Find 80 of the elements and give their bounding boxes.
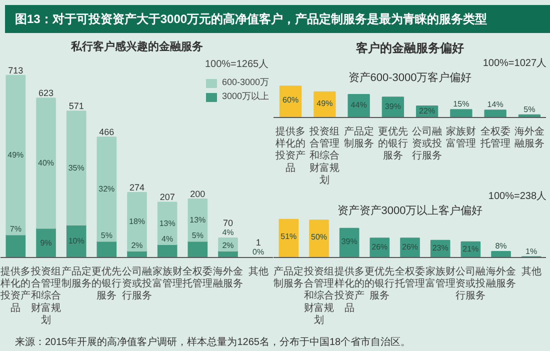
data-label: 26%: [372, 242, 388, 252]
x-tick-label: 全权委托管理: [182, 266, 213, 290]
data-label: 9%: [40, 238, 52, 248]
data-label: 4%: [162, 234, 174, 244]
x-tick-label: 公司融资或投行服务: [456, 266, 486, 302]
data-label: 14%: [487, 100, 504, 110]
x-tick-label: 更优先的银行服务: [364, 266, 395, 302]
x-tick-label: 提供多样化的投资产品: [0, 266, 31, 314]
data-label: 18%: [128, 217, 146, 226]
x-tick-label: 全权委托管理: [394, 266, 425, 290]
annotation: 200: [190, 188, 206, 199]
x-tick-label: 投资组合管理和综合财富规划: [30, 266, 61, 326]
text: 100%=1027人: [482, 58, 547, 69]
x-tick-label: 产品定制服务: [274, 266, 304, 290]
data-label: 13%: [190, 216, 206, 225]
x-tick-label: 其他: [521, 266, 542, 278]
chart-title: 图13：对于可投资资产大于3000万元的高净值客户，产品定制服务是最为青睐的服务类型: [15, 11, 488, 28]
x-tick-label: 海外金融服务: [514, 126, 544, 150]
x-tick-label: 公司融资或投行服务: [412, 126, 442, 162]
data-label: 15%: [453, 100, 470, 109]
data-label: 32%: [98, 184, 115, 194]
annotation: 274: [129, 182, 145, 192]
x-tick-label: 提供多样化的投资产品: [274, 126, 306, 174]
legend-title: 100%=1265人: [204, 58, 269, 71]
data-label: 0%: [252, 248, 264, 256]
data-label: 49%: [8, 150, 24, 160]
x-tick-label: 家族财富管理: [425, 266, 456, 290]
data-label: 7%: [10, 224, 22, 234]
annotation: 1: [256, 238, 261, 248]
chart-title: 客户的金融服务偏好: [355, 41, 464, 55]
data-label: 49%: [316, 98, 333, 108]
data-label: 44%: [350, 100, 367, 110]
data-label: 8%: [495, 242, 507, 251]
chart-subtitle: 私行客户感兴趣的金融服务: [70, 40, 203, 53]
data-label: 39%: [384, 102, 401, 111]
data-label: 2%: [131, 240, 143, 250]
x-tick-label: 投资组合管理和综合财富规划: [303, 266, 334, 326]
source-note: 来源：2015年开展的高净值客户调研，样本总量为1265名，分布于中国18个省市自治区。: [15, 336, 411, 350]
x-tick-label: 产品定制服务: [344, 126, 374, 150]
annotation: 207: [160, 192, 175, 202]
data-label: 5%: [192, 231, 204, 240]
legend-label: 3000万以上: [222, 90, 269, 103]
data-label: 26%: [402, 242, 418, 252]
data-label: 51%: [280, 232, 297, 242]
data-label: 5%: [100, 231, 112, 240]
x-tick-label: 海外金融服务: [213, 266, 243, 290]
data-label: 21%: [462, 244, 479, 254]
annotation: 466: [99, 127, 114, 138]
x-tick-label: 其他: [248, 266, 268, 278]
data-label: 35%: [68, 164, 84, 173]
data-label: 22%: [419, 106, 436, 116]
text: 100%=238人: [488, 191, 547, 202]
data-label: 13%: [159, 218, 176, 228]
chart-subtitle: 资产资产3000万以上客户偏好: [337, 204, 483, 217]
data-label: 4%: [222, 228, 234, 237]
x-tick-label: 家族财富管理: [152, 266, 182, 290]
data-label: 1%: [526, 246, 538, 256]
annotation: 713: [8, 65, 24, 76]
data-label: 39%: [341, 236, 358, 246]
x-tick-label: 提供多样化的投资产品: [333, 266, 364, 314]
data-label: 50%: [310, 232, 328, 242]
x-tick-label: 公司融资或投行服务: [122, 266, 152, 302]
x-tick-label: 投资组合管理和综合财富规划: [308, 126, 340, 186]
data-label: 2%: [222, 240, 234, 250]
x-tick-label: 产品定制服务: [61, 266, 92, 290]
x-tick-label: 家族财富管理: [446, 126, 476, 150]
annotation: 571: [68, 101, 84, 112]
x-tick-label: 全权委托管理: [479, 126, 510, 150]
x-tick-label: 更优先的银行服务: [92, 266, 122, 302]
annotation: 623: [38, 88, 54, 98]
data-label: 10%: [68, 236, 84, 246]
annotation: 70: [222, 218, 234, 228]
data-label: 60%: [282, 96, 299, 105]
x-tick-label: 更优先的银行服务: [378, 126, 408, 162]
x-tick-label: 海外金融服务: [486, 266, 516, 290]
chart-subtitle: 资产600-3000万客户偏好: [348, 71, 472, 84]
data-label: 5%: [524, 104, 536, 114]
data-label: 23%: [432, 244, 448, 253]
legend-label: 600-3000万: [222, 76, 269, 89]
data-label: 40%: [38, 158, 54, 168]
